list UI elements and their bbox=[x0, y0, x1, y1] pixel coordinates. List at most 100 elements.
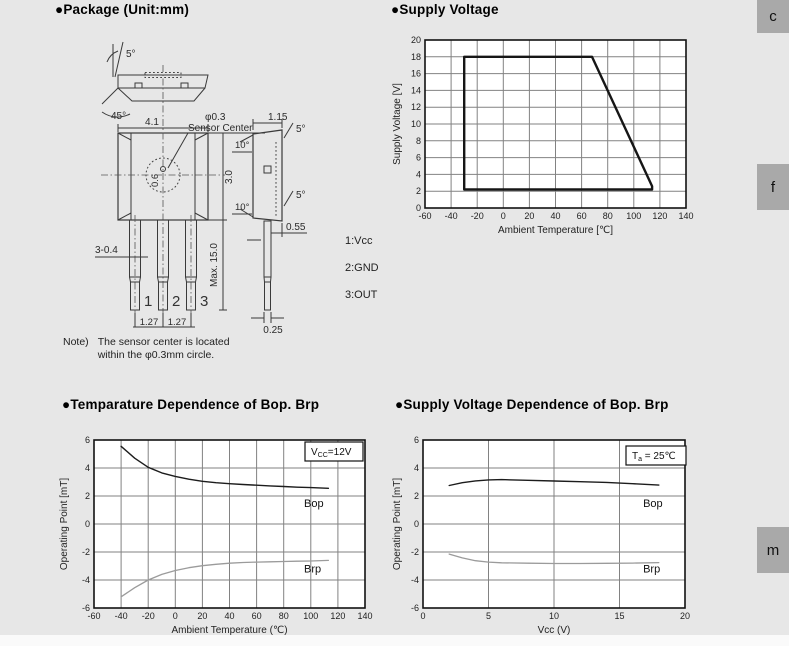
y-tick-label: 4 bbox=[416, 169, 421, 179]
dim-angle10-top: 10° bbox=[235, 140, 250, 151]
x-tick-label: 5 bbox=[486, 611, 491, 621]
dim-top-angle5: 5° bbox=[126, 49, 136, 60]
x-tick-label: 100 bbox=[303, 611, 318, 621]
side-tab-f[interactable]: f bbox=[757, 164, 789, 210]
dim-chamfer-angle45: 45° bbox=[111, 111, 126, 122]
vcc-dependence-heading: ●Supply Voltage Dependence of Bop. Brp bbox=[395, 397, 669, 412]
y-tick-label: 6 bbox=[414, 435, 419, 445]
legend-box bbox=[625, 445, 687, 466]
y-tick-label: 6 bbox=[416, 153, 421, 163]
x-tick-label: 0 bbox=[173, 611, 178, 621]
series-Brp bbox=[120, 559, 330, 598]
x-tick-label: 120 bbox=[330, 611, 345, 621]
y-tick-label: 10 bbox=[411, 119, 421, 129]
sensor-center-label: Sensor Center bbox=[188, 123, 253, 134]
x-tick-label: 80 bbox=[279, 611, 289, 621]
vcc-dependence-chart: 0 5 10 15 20 -6 -4 -2 0 2 4 6 Vcc (V) Operating Point… bbox=[392, 435, 690, 636]
y-tick-label: -6 bbox=[82, 603, 90, 613]
y-tick-label: 4 bbox=[85, 463, 90, 473]
side-tab-m[interactable]: m bbox=[757, 527, 789, 573]
x-tick-label: -20 bbox=[142, 611, 155, 621]
x-tick-label: -20 bbox=[471, 211, 484, 221]
x-tick-label: 100 bbox=[626, 211, 641, 221]
dim-side-angle5-bottom: 5° bbox=[296, 190, 306, 201]
series-label-Bop: Bop bbox=[304, 498, 324, 510]
temp-dependence-heading: ●Temparature Dependence of Bop. Brp bbox=[62, 397, 320, 412]
y-axis-label: Operating Point [mT] bbox=[392, 478, 403, 570]
y-tick-label: 2 bbox=[414, 491, 419, 501]
supply-voltage-chart: -60 -40 -20 0 20 40 60 80 100 120 140 0 2 4 6 8 10 12 14 16… bbox=[392, 35, 694, 236]
lead-number-3: 3 bbox=[200, 293, 208, 310]
plot-frame bbox=[93, 439, 366, 609]
y-tick-label: -2 bbox=[411, 547, 419, 557]
dim-angle10-bottom: 10° bbox=[235, 202, 250, 213]
plot-frame bbox=[422, 439, 686, 609]
y-tick-label: 0 bbox=[416, 203, 421, 213]
front-leads bbox=[129, 215, 197, 315]
x-axis-label: Ambient Temperature (℃) bbox=[171, 625, 287, 636]
y-axis-label: Operating Point [mT] bbox=[59, 478, 70, 570]
x-tick-label: 60 bbox=[577, 211, 587, 221]
y-tick-label: 16 bbox=[411, 69, 421, 79]
x-tick-label: 120 bbox=[652, 211, 667, 221]
dim-lead-pitch-2: 1.27 bbox=[168, 317, 187, 328]
x-tick-label: -40 bbox=[115, 611, 128, 621]
side-tab-c[interactable]: c bbox=[757, 0, 789, 33]
lead-number-1: 1 bbox=[144, 293, 152, 310]
dim-body-width: 4.1 bbox=[145, 117, 159, 128]
x-tick-label: 40 bbox=[550, 211, 560, 221]
pin-list: 1:Vcc 2:GND 3:OUT bbox=[345, 228, 379, 309]
series-operating-area bbox=[462, 55, 654, 191]
plot-frame bbox=[424, 39, 687, 209]
lead-number-2: 2 bbox=[172, 293, 180, 310]
y-tick-label: 6 bbox=[85, 435, 90, 445]
y-tick-label: 18 bbox=[411, 52, 421, 62]
dim-sensor-dia: φ0.3 bbox=[205, 112, 226, 123]
x-tick-label: 40 bbox=[224, 611, 234, 621]
y-tick-label: 0 bbox=[414, 519, 419, 529]
pin-label-vcc: 1:Vcc bbox=[345, 235, 373, 247]
dim-body-height: 3.0 bbox=[224, 170, 235, 184]
note-label: Note) bbox=[63, 336, 89, 348]
dim-lead-tip-width: 0.25 bbox=[263, 325, 283, 336]
x-tick-label: 0 bbox=[501, 211, 506, 221]
dim-lead-width: 3-0.4 bbox=[95, 245, 118, 256]
x-tick-label: -40 bbox=[445, 211, 458, 221]
x-tick-label: 20 bbox=[197, 611, 207, 621]
x-tick-label: 20 bbox=[524, 211, 534, 221]
dim-side-angle5-top: 5° bbox=[296, 124, 306, 135]
pin-label-out: 3:OUT bbox=[345, 289, 378, 301]
x-tick-label: 80 bbox=[603, 211, 613, 221]
x-tick-label: 10 bbox=[549, 611, 559, 621]
y-tick-label: 4 bbox=[414, 463, 419, 473]
y-tick-label: -4 bbox=[82, 575, 90, 585]
series-label-Bop: Bop bbox=[643, 498, 663, 510]
x-axis-label: Vcc (V) bbox=[538, 625, 571, 636]
package-drawing: 5° 45° 4.1 0.6 φ0.3 Sensor Center bbox=[95, 41, 307, 336]
x-axis-label: Ambient Temperature [℃] bbox=[498, 225, 613, 236]
legend-text: Ta = 25℃ bbox=[632, 451, 676, 463]
x-tick-label: 140 bbox=[357, 611, 372, 621]
y-tick-label: 0 bbox=[85, 519, 90, 529]
series-Bop bbox=[448, 478, 660, 487]
package-note: Note) The sensor center is located withi… bbox=[63, 336, 230, 362]
y-tick-label: 20 bbox=[411, 35, 421, 45]
dim-side-width: 1.15 bbox=[268, 112, 288, 123]
note-text: The sensor center is located within the … bbox=[97, 336, 230, 361]
x-tick-label: 60 bbox=[252, 611, 262, 621]
x-tick-label: 140 bbox=[678, 211, 693, 221]
x-tick-label: -60 bbox=[418, 211, 431, 221]
pin-label-gnd: 2:GND bbox=[345, 262, 379, 274]
y-tick-label: -6 bbox=[411, 603, 419, 613]
package-heading: ●Package (Unit:mm) bbox=[55, 2, 190, 17]
legend-text: VCC=12V bbox=[311, 447, 352, 459]
supply-voltage-heading: ●Supply Voltage bbox=[391, 2, 499, 17]
x-tick-label: -60 bbox=[87, 611, 100, 621]
legend-box bbox=[304, 441, 364, 462]
x-tick-label: 20 bbox=[680, 611, 690, 621]
dim-sensor-inner: 0.6 bbox=[150, 174, 161, 187]
y-tick-label: 14 bbox=[411, 85, 421, 95]
series-label-Brp: Brp bbox=[304, 563, 321, 575]
y-tick-label: 2 bbox=[85, 491, 90, 501]
